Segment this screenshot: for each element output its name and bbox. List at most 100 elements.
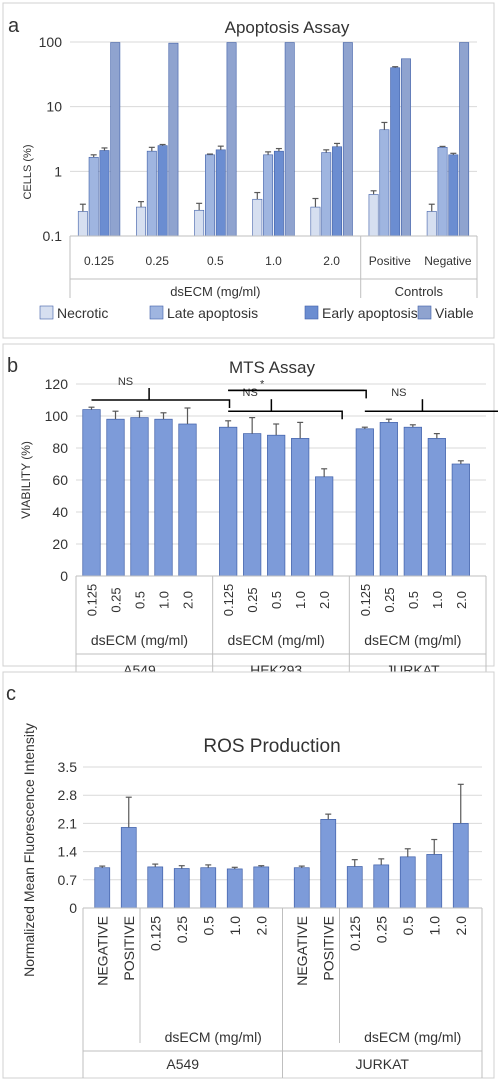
bar-viable	[168, 42, 179, 237]
x-tick-label: 2.0	[453, 916, 469, 936]
bar-jurkat	[427, 438, 446, 577]
bar-necrotic	[194, 209, 205, 237]
y-tick-label: 2.1	[58, 815, 78, 831]
legend-label: Early apoptosis	[322, 305, 418, 321]
bar-a549	[130, 417, 149, 577]
bar-viable	[342, 42, 353, 237]
bar-jurkat	[320, 819, 337, 909]
x-tick-label: 1.0	[426, 916, 442, 936]
bar-early-apoptosis	[157, 145, 168, 237]
panel-b-ylabel: VIABILITY (%)	[19, 441, 33, 519]
x-tick-label: 0.125	[147, 916, 163, 951]
panel-c-title: ROS Production	[203, 736, 340, 757]
y-tick-label: 2.8	[58, 787, 78, 803]
x-tick-label: 0.5	[207, 254, 224, 268]
y-tick-label: 60	[52, 472, 68, 488]
bar-early-apoptosis	[273, 150, 284, 237]
panel-a-title: Apoptosis Assay	[225, 18, 350, 37]
group-label: JURKAT	[356, 1056, 410, 1072]
bar-hek293	[219, 426, 238, 577]
bar-late-apoptosis	[321, 152, 332, 237]
x-tick-label: 0.5	[133, 591, 148, 609]
bar-early-apoptosis	[99, 150, 110, 237]
bar-a549	[173, 868, 190, 909]
bar-early-apoptosis	[390, 67, 401, 237]
significance-bracket	[91, 399, 231, 408]
bar-necrotic	[252, 198, 263, 237]
bar-jurkat	[399, 856, 416, 909]
panel-a-letter: a	[8, 15, 20, 37]
legend-swatch	[149, 305, 164, 320]
bar-necrotic	[310, 206, 321, 237]
x-tick-label: NEGATIVE	[294, 916, 310, 986]
significance-bracket	[364, 410, 498, 412]
significance-label: NS	[118, 376, 133, 388]
bar-late-apoptosis	[379, 129, 390, 237]
bar-hek293	[315, 476, 334, 577]
y-tick-label: 10	[46, 99, 62, 115]
y-tick-label: 40	[52, 504, 68, 520]
bar-a549	[200, 867, 217, 909]
bar-jurkat	[346, 866, 363, 909]
legend-label: Necrotic	[57, 305, 108, 321]
significance-label: NS	[391, 387, 406, 399]
x-tick-label: 0.5	[269, 591, 284, 609]
bar-jurkat	[373, 864, 390, 909]
y-tick-label: 80	[52, 440, 68, 456]
legend-swatch	[39, 305, 54, 320]
bar-a549	[120, 827, 137, 909]
bar-a549	[154, 418, 173, 577]
x-tick-label: 0.5	[406, 591, 421, 609]
bar-jurkat	[293, 867, 310, 909]
group-label: A549	[166, 1056, 199, 1072]
bar-necrotic	[368, 194, 379, 237]
y-tick-label: 20	[52, 536, 68, 552]
bar-necrotic	[77, 211, 88, 237]
panel-c-plot: 0 0.7 1.4 2.1 2.8 3.5 NEGATIVE POSITIVE 0.125 0.2…	[58, 759, 483, 1078]
x-tick-label: 0.25	[174, 916, 190, 943]
x-tick-label: POSITIVE	[320, 916, 336, 981]
bar-hek293	[291, 438, 310, 577]
bar-jurkat	[452, 823, 469, 909]
bar-early-apoptosis	[215, 149, 226, 237]
x-tick-label: Negative	[424, 254, 472, 268]
bar-hek293	[267, 434, 286, 577]
legend-swatch	[304, 305, 319, 320]
x-tick-label: 1.0	[265, 254, 282, 268]
bar-viable	[226, 42, 237, 237]
x-tick-label: 0.125	[84, 254, 114, 268]
group-label: dsECM (mg/ml)	[170, 284, 260, 299]
bar-viable	[110, 42, 121, 237]
legend-label: Late apoptosis	[167, 305, 258, 321]
x-tick-label: POSITIVE	[121, 916, 137, 981]
y-tick-label: 1.4	[58, 844, 78, 860]
bar-jurkat	[451, 463, 470, 577]
panel-b-letter: b	[7, 355, 18, 377]
bar-a549	[147, 866, 164, 909]
group-sublabel: dsECM (mg/ml)	[228, 632, 325, 648]
x-tick-label: 0.25	[373, 916, 389, 943]
significance-label: *	[260, 378, 265, 390]
bar-jurkat	[403, 426, 422, 577]
bar-viable	[401, 58, 411, 237]
y-tick-label: 100	[45, 408, 69, 424]
x-tick-label: 0.5	[400, 916, 416, 936]
x-tick-label: 0.125	[85, 584, 100, 617]
panel-c-letter: c	[6, 683, 16, 705]
y-tick-label: 120	[45, 376, 69, 392]
legend-swatch	[417, 305, 432, 320]
significance-label: NS	[243, 387, 258, 399]
bar-a549	[94, 867, 111, 909]
group-label: Controls	[395, 284, 444, 299]
bar-viable	[459, 42, 470, 237]
group-sublabel: dsECM (mg/ml)	[165, 1029, 262, 1045]
bar-jurkat	[379, 422, 398, 577]
bar-a549	[253, 866, 270, 909]
x-tick-label: 2.0	[323, 254, 340, 268]
y-tick-label: 0.7	[58, 872, 78, 888]
x-tick-label: 2.0	[181, 591, 196, 609]
group-sublabel: dsECM (mg/ml)	[364, 1029, 461, 1045]
group-sublabel: dsECM (mg/ml)	[91, 632, 188, 648]
y-tick-label: 0	[69, 900, 77, 916]
x-tick-label: 1.0	[227, 916, 243, 936]
